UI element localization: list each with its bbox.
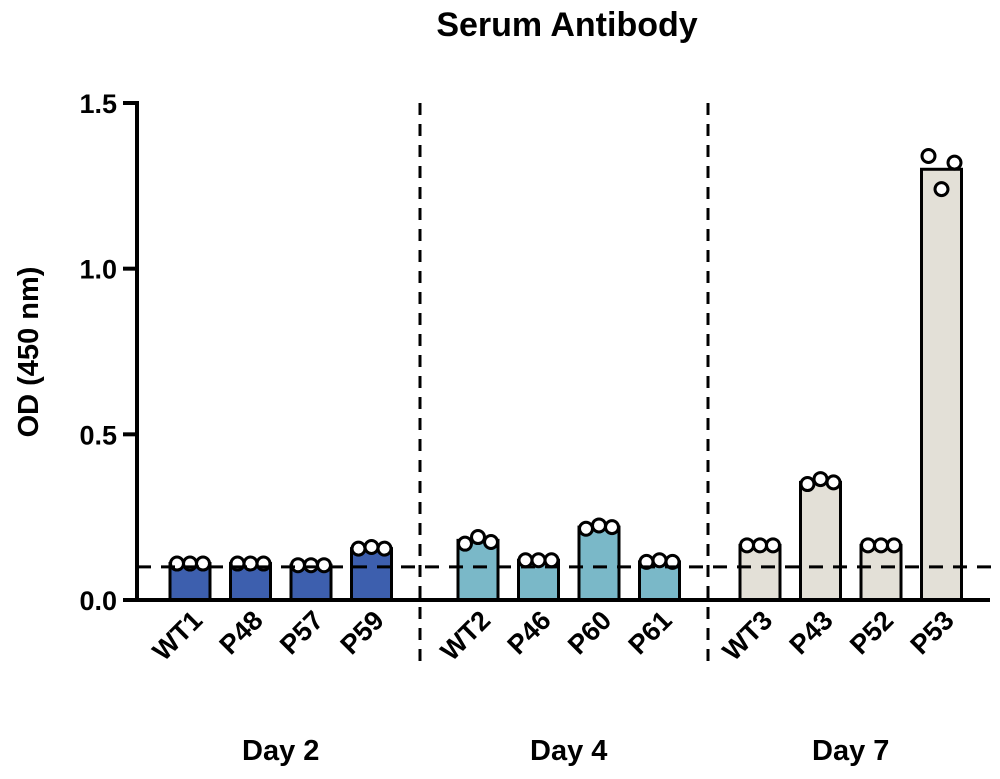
category-label-p57: P57 [274, 605, 329, 660]
point-p61-2 [651, 552, 668, 569]
point-p43-2 [812, 471, 829, 488]
category-label-p43: P43 [784, 605, 839, 660]
point-p59-2 [363, 538, 380, 555]
point-p43-3 [825, 474, 842, 491]
group-label-3: Day 7 [812, 735, 889, 767]
point-p43-1 [799, 476, 816, 493]
point-p59-3 [376, 540, 393, 557]
point-p52-3 [886, 537, 902, 554]
point-p57-3 [316, 557, 332, 574]
group-label-2: Day 4 [530, 735, 607, 767]
y-tick-label-2: 0.5 [79, 420, 117, 450]
point-p53-3 [946, 154, 963, 171]
bar-p60 [577, 525, 621, 602]
y-tick-label-1: 0.0 [79, 586, 117, 616]
category-label-wt2: WT2 [435, 605, 497, 667]
category-label-p61: P61 [623, 605, 678, 660]
group-label-1: Day 2 [242, 735, 319, 767]
category-label-p46: P46 [502, 605, 557, 660]
point-p60-1 [578, 520, 594, 537]
point-wt2-3 [483, 534, 499, 551]
point-p60-2 [591, 517, 607, 534]
plot-area: WT1 P48 P57 P59 Day 2 WT2 P46 P60 P61 Day 4 WT3 P43… [79, 89, 1000, 767]
bar-p52 [859, 543, 903, 602]
point-p57-1 [290, 557, 306, 574]
point-p46-1 [517, 552, 534, 569]
category-label-wt3: WT3 [717, 605, 779, 667]
point-p46-2 [530, 552, 547, 569]
point-wt2-1 [457, 535, 473, 552]
point-p57-2 [303, 557, 319, 574]
point-p60-3 [604, 519, 620, 536]
point-wt3-1 [739, 537, 755, 554]
point-wt3-3 [765, 537, 781, 554]
y-axis-label: OD (450 nm) [13, 267, 45, 438]
point-p52-1 [860, 537, 876, 554]
point-p53-2 [933, 181, 950, 198]
point-p46-3 [543, 552, 560, 569]
point-p52-2 [873, 537, 889, 554]
chart-title: Serum Antibody [436, 6, 697, 44]
category-label-p52: P52 [844, 605, 899, 660]
point-wt1-3 [195, 555, 211, 572]
bar-p43 [799, 480, 842, 602]
category-label-p53: P53 [905, 605, 960, 660]
y-tick-label-4: 1.5 [79, 89, 117, 119]
category-label-p59: P59 [335, 605, 390, 660]
bar-wt3 [738, 543, 782, 602]
y-tick-label-3: 1.0 [79, 255, 117, 285]
bar-p53 [920, 167, 963, 602]
category-label-p48: P48 [214, 605, 269, 660]
category-label-wt1: WT1 [147, 605, 209, 667]
point-p53-1 [920, 148, 937, 165]
point-p59-1 [350, 540, 367, 557]
point-wt3-2 [752, 537, 768, 554]
point-wt2-2 [470, 529, 486, 546]
point-p61-3 [664, 553, 681, 570]
category-label-p60: P60 [562, 605, 617, 660]
